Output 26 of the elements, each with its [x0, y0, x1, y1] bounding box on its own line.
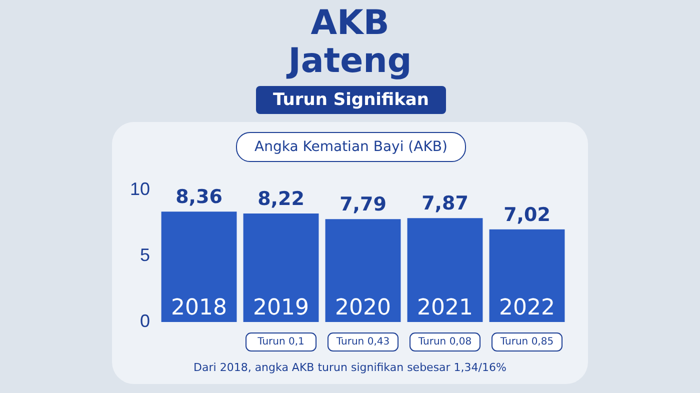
bar — [489, 229, 565, 322]
text: Turun 0,08 — [417, 336, 472, 348]
data-label: 7,87 — [422, 192, 468, 215]
x-tick-label: 2019 — [253, 296, 310, 321]
chart-title: AKB Jateng — [285, 3, 413, 81]
data-label: 8,36 — [176, 186, 222, 208]
x-tick-label: 2020 — [335, 296, 392, 321]
text: Turun 0,1 — [256, 336, 304, 348]
bar — [161, 212, 237, 322]
x-axis-title: Angka Kematian Bayi (AKB) — [236, 132, 466, 162]
data-label: 7,02 — [504, 204, 550, 226]
bar — [243, 213, 319, 322]
text: Dari 2018, angka AKB turun signifikan sebesar 1,34/16% — [194, 360, 506, 374]
bar — [325, 219, 401, 322]
text: Turun 0,43 — [335, 336, 390, 348]
text: Turun 0,85 — [499, 336, 554, 348]
y-tick-label: 10 — [130, 178, 150, 199]
bar — [407, 218, 483, 322]
x-tick-label: 2018 — [171, 296, 228, 321]
chart-subtitle: Turun Signifikan — [256, 86, 446, 114]
data-label: 8,22 — [258, 188, 304, 210]
x-tick-label: 2022 — [499, 296, 555, 321]
y-tick-label: 5 — [140, 244, 150, 265]
x-tick-label: 2021 — [417, 296, 474, 321]
data-label: 7,79 — [340, 194, 386, 216]
y-tick-label: 0 — [140, 310, 150, 331]
